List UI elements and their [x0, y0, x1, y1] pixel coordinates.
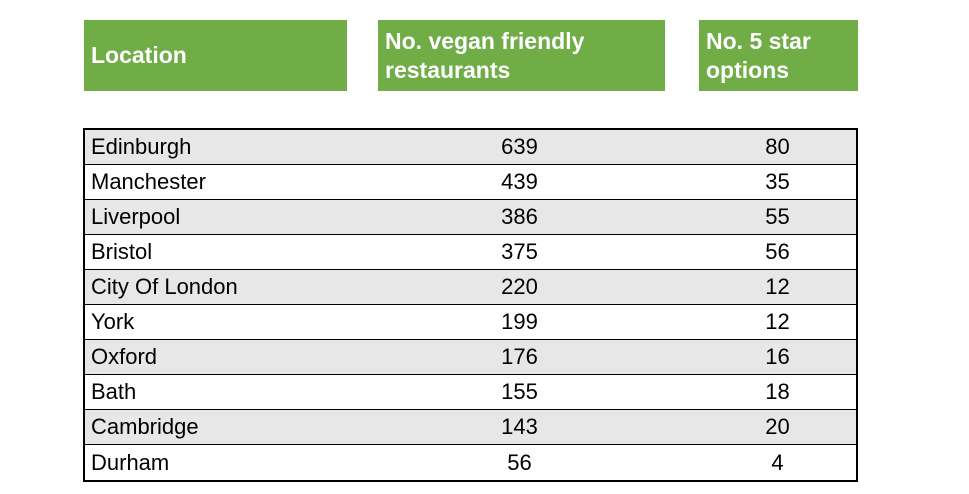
column-header-location-label: Location [91, 42, 187, 68]
table-row: Edinburgh 639 80 [85, 130, 856, 165]
cell-vegan-count: 155 [501, 379, 538, 404]
cell-vegan-count: 56 [507, 449, 532, 475]
table-row: City Of London 220 12 [85, 270, 856, 305]
cell-vegan-count: 220 [501, 274, 538, 299]
cell-vegan-count: 439 [501, 169, 538, 194]
cell-location: York [91, 309, 135, 334]
cell-five-star-count: 12 [765, 274, 790, 299]
cell-five-star-count: 18 [765, 379, 790, 404]
cell-five-star-count: 12 [765, 309, 790, 334]
cell-five-star-count: 20 [765, 414, 790, 439]
cell-location: Bath [91, 379, 137, 404]
table-row: Durham 56 4 [85, 445, 856, 480]
cell-location: City Of London [91, 274, 238, 299]
table-row: York 199 12 [85, 305, 856, 340]
column-header-five-star-options-label: No. 5 star options [706, 27, 811, 83]
cell-five-star-count: 80 [765, 134, 790, 159]
cell-location: Durham [91, 449, 170, 475]
cell-vegan-count: 375 [501, 239, 538, 264]
column-header-vegan-restaurants: No. vegan friendly restaurants [378, 20, 665, 91]
cell-location: Bristol [91, 239, 153, 264]
cell-location: Edinburgh [91, 134, 192, 159]
cell-five-star-count: 35 [765, 169, 790, 194]
column-header-location: Location [84, 20, 347, 91]
data-table: Edinburgh 639 80 Manchester 439 35 Liver… [83, 128, 858, 482]
cell-vegan-count: 199 [501, 309, 538, 334]
cell-location: Oxford [91, 344, 158, 369]
table-row: Bristol 375 56 [85, 235, 856, 270]
cell-vegan-count: 176 [501, 344, 538, 369]
table-row: Cambridge 143 20 [85, 410, 856, 445]
table-row: Bath 155 18 [85, 375, 856, 410]
cell-five-star-count: 56 [765, 239, 790, 264]
cell-five-star-count: 4 [771, 449, 784, 475]
cell-vegan-count: 639 [501, 134, 538, 159]
table-row: Liverpool 386 55 [85, 200, 856, 235]
column-header-vegan-restaurants-label: No. vegan friendly restaurants [385, 27, 585, 83]
cell-location: Cambridge [91, 414, 199, 439]
cell-vegan-count: 143 [501, 414, 538, 439]
cell-vegan-count: 386 [501, 204, 538, 229]
cell-location: Liverpool [91, 204, 181, 229]
table-row: Manchester 439 35 [85, 165, 856, 200]
cell-location: Manchester [91, 169, 206, 194]
column-header-five-star-options: No. 5 star options [699, 20, 858, 91]
cell-five-star-count: 16 [765, 344, 790, 369]
cell-five-star-count: 55 [765, 204, 790, 229]
table-row: Oxford 176 16 [85, 340, 856, 375]
